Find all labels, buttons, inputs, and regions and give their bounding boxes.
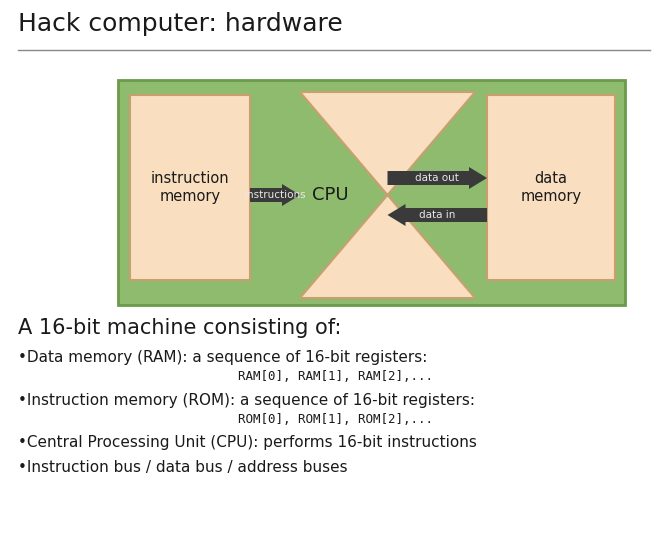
Text: data
memory: data memory	[521, 171, 582, 204]
Polygon shape	[387, 167, 487, 189]
Polygon shape	[250, 184, 300, 206]
Bar	[130, 95, 250, 280]
Bar	[118, 80, 625, 305]
Text: CPU: CPU	[312, 186, 349, 204]
Text: •Instruction memory (ROM): a sequence of 16-bit registers:: •Instruction memory (ROM): a sequence of…	[18, 393, 475, 408]
Bar	[487, 95, 615, 280]
Text: •Instruction bus / data bus / address buses: •Instruction bus / data bus / address bu…	[18, 460, 348, 475]
Text: A 16-bit machine consisting of:: A 16-bit machine consisting of:	[18, 318, 342, 338]
Polygon shape	[300, 92, 475, 298]
Text: •Data memory (RAM): a sequence of 16-bit registers:: •Data memory (RAM): a sequence of 16-bit…	[18, 350, 427, 365]
Text: Hack computer: hardware: Hack computer: hardware	[18, 12, 343, 36]
Text: data in: data in	[419, 210, 456, 220]
Text: instructions: instructions	[244, 190, 306, 200]
Polygon shape	[387, 204, 487, 226]
Text: instruction
memory: instruction memory	[151, 171, 229, 204]
Text: RAM[0], RAM[1], RAM[2],...: RAM[0], RAM[1], RAM[2],...	[238, 370, 433, 383]
Text: •Central Processing Unit (CPU): performs 16-bit instructions: •Central Processing Unit (CPU): performs…	[18, 435, 477, 450]
Text: ROM[0], ROM[1], ROM[2],...: ROM[0], ROM[1], ROM[2],...	[238, 413, 433, 426]
Text: data out: data out	[415, 173, 459, 183]
